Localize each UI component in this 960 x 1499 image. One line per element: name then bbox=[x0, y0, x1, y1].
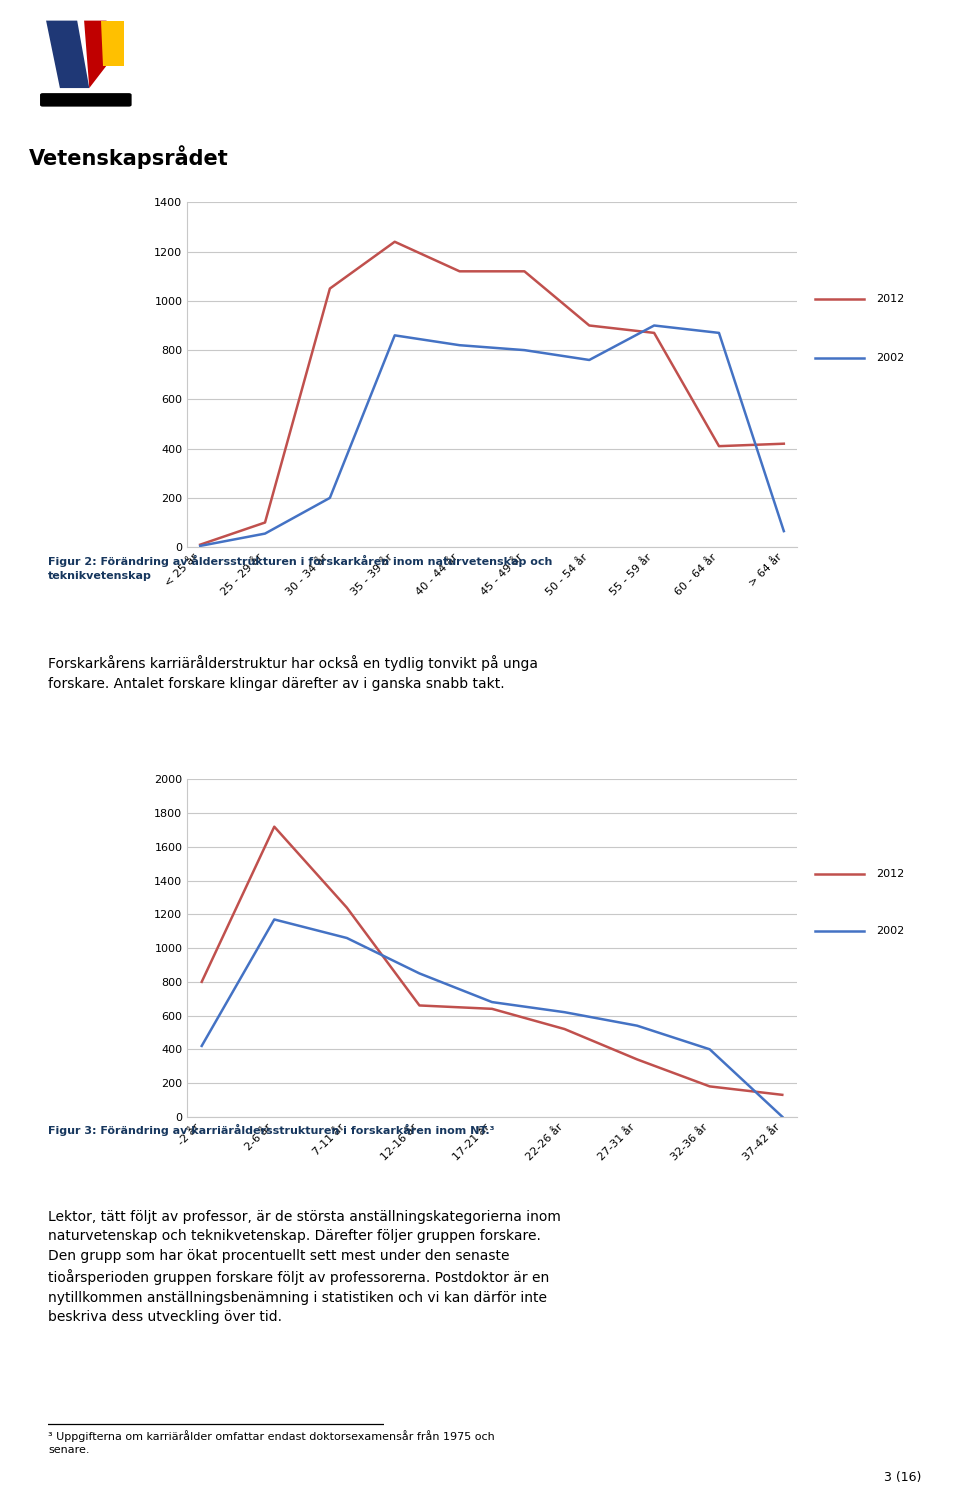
Text: ³ Uppgifterna om karriärålder omfattar endast doktorsexamensår från 1975 och
sen: ³ Uppgifterna om karriärålder omfattar e… bbox=[48, 1430, 494, 1456]
Polygon shape bbox=[102, 21, 124, 66]
Text: 2002: 2002 bbox=[876, 926, 904, 937]
Text: 2012: 2012 bbox=[876, 294, 904, 304]
Polygon shape bbox=[84, 21, 107, 88]
Text: 2012: 2012 bbox=[876, 869, 904, 878]
Text: Vetenskapsrådet: Vetenskapsrådet bbox=[29, 145, 228, 169]
Text: 3 (16): 3 (16) bbox=[884, 1471, 922, 1484]
Text: Figur 2: Förändring av åldersstrukturen i forskarkåren inom naturvetenskap och
t: Figur 2: Förändring av åldersstrukturen … bbox=[48, 555, 552, 580]
Text: 2002: 2002 bbox=[876, 352, 904, 363]
FancyBboxPatch shape bbox=[40, 93, 132, 106]
Text: Lektor, tätt följt av professor, är de största anställningskategorierna inom
nat: Lektor, tätt följt av professor, är de s… bbox=[48, 1210, 561, 1324]
Text: Forskarkårens karriärålderstruktur har också en tydlig tonvikt på unga
forskare.: Forskarkårens karriärålderstruktur har o… bbox=[48, 655, 538, 691]
Polygon shape bbox=[46, 21, 89, 88]
Text: Figur 3: Förändring av karriäråldersstrukturen i forskarkåren inom NT.³: Figur 3: Förändring av karriäråldersstru… bbox=[48, 1124, 494, 1136]
